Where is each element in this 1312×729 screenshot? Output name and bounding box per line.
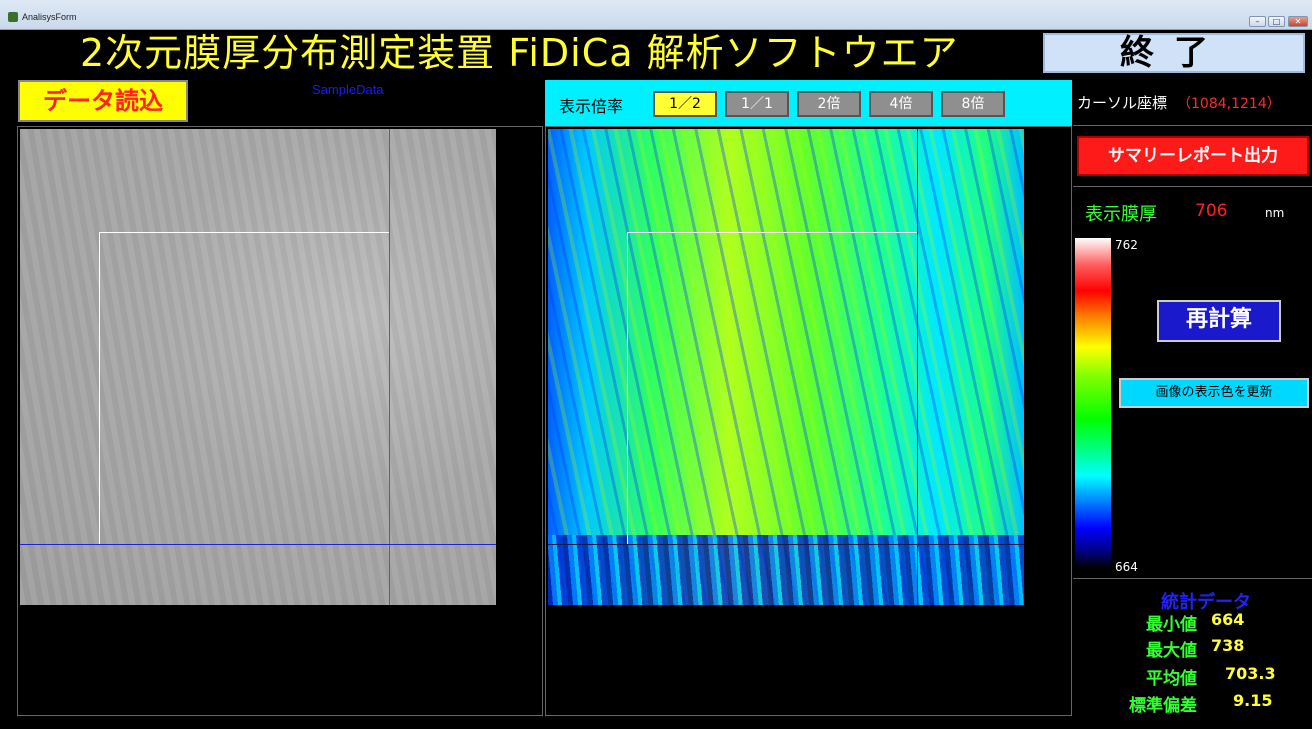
stat-name: 標準偏差 [1129,696,1197,716]
zoom-label: 表示倍率 [559,97,624,116]
recalculate-button[interactable]: 再計算 [1157,300,1281,342]
divider [1073,186,1312,187]
stat-value: 738 [1211,636,1245,655]
divider [1073,578,1312,579]
zoom-1x-button[interactable]: 1／1 [725,91,789,117]
zoom-2x-button[interactable]: 2倍 [797,91,861,117]
stat-value: 664 [1211,610,1245,629]
app-icon [8,12,18,22]
cursor-coordinates: カーソル座標 （1084,1214） [1077,92,1281,113]
display-thickness-value: 706 [1195,201,1228,221]
maximize-button[interactable]: □ [1268,16,1285,27]
stat-name: 平均値 [1146,669,1197,689]
stat-name: 最小値 [1146,615,1197,635]
cursor-horizontal-line[interactable] [20,544,496,545]
color-scale-max: 762 [1115,238,1138,252]
stat-name: 最大値 [1146,641,1197,661]
loaded-data-name: SampleData [312,82,384,97]
zoom-8x-button[interactable]: 8倍 [941,91,1005,117]
cursor-vertical-line-map[interactable] [917,129,918,605]
cursor-horizontal-line-map[interactable] [548,544,1024,545]
exit-button[interactable]: 終了 [1043,33,1305,73]
cursor-coordinates-value: （1084,1214） [1177,96,1281,112]
load-data-button[interactable]: データ読込 [18,80,188,122]
grayscale-image-panel[interactable] [17,126,543,716]
stat-value: 703.3 [1225,664,1276,683]
app-title: 2次元膜厚分布測定装置 FiDiCa 解析ソフトウエア [80,31,959,75]
roi-rectangle[interactable] [99,232,389,544]
thickness-map-panel[interactable] [545,126,1072,716]
cursor-coordinates-label: カーソル座標 [1077,94,1168,112]
window-title: AnalisysForm [22,12,77,22]
zoom-4x-button[interactable]: 4倍 [869,91,933,117]
close-button[interactable]: ✕ [1288,16,1308,27]
summary-report-button[interactable]: サマリーレポート出力 [1077,136,1309,176]
color-scale-bar [1075,238,1111,568]
stat-row-mean: 平均値 703.3 [1073,664,1312,690]
stat-value: 9.15 [1233,691,1273,710]
stat-row-stddev: 標準偏差 9.15 [1073,691,1312,717]
roi-rectangle-map[interactable] [627,232,917,544]
color-scale-min: 664 [1115,560,1138,574]
refresh-colors-button[interactable]: 画像の表示色を更新 [1119,378,1309,408]
window-titlebar: AnalisysForm – □ ✕ [0,0,1312,30]
display-thickness-unit: nm [1265,206,1285,220]
stat-row-max: 最大値 738 [1073,636,1312,662]
stats-title: 統計データ [1161,592,1251,613]
minimize-button[interactable]: – [1249,16,1266,27]
stat-row-min: 最小値 664 [1073,610,1312,636]
zoom-toolbar: 表示倍率 1／2 1／1 2倍 4倍 8倍 [545,80,1072,126]
info-panel: カーソル座標 （1084,1214） サマリーレポート出力 表示膜厚 706 nm… [1073,80,1312,720]
cursor-vertical-line[interactable] [389,129,390,605]
divider [1073,125,1312,126]
display-thickness-label: 表示膜厚 [1085,204,1157,225]
zoom-half-button[interactable]: 1／2 [653,91,717,117]
